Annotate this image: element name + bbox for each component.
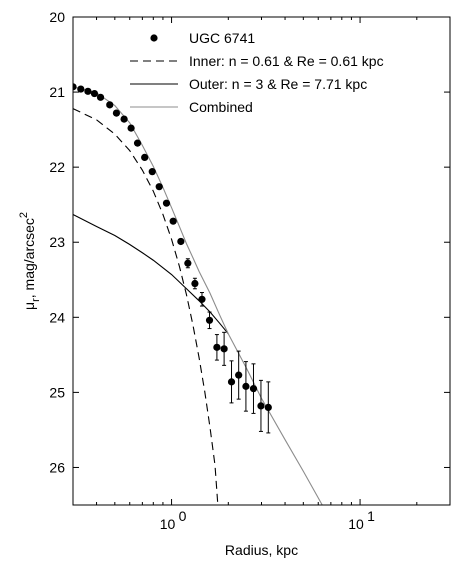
data-point	[264, 403, 272, 411]
data-point	[184, 259, 192, 267]
data-point	[133, 139, 142, 147]
plot-area	[73, 83, 323, 505]
data-point	[220, 345, 228, 353]
y-tick-label: 25	[49, 384, 65, 400]
data-point	[249, 385, 258, 393]
data-point	[235, 371, 243, 379]
legend-entry-label: Outer: n = 3 & Re = 7.71 kpc	[189, 76, 367, 92]
y-tick-label: 21	[49, 84, 65, 100]
data-point	[191, 279, 199, 288]
data-point	[120, 115, 128, 123]
legend-entry-label: UGC 6741	[189, 30, 255, 46]
x-tick-label: 10	[348, 516, 364, 532]
y-tick-label: 24	[49, 309, 65, 325]
y-tick-label: 23	[49, 234, 65, 250]
data-point	[162, 199, 171, 207]
data-point	[177, 237, 185, 246]
data-point	[169, 217, 177, 225]
data-point	[198, 295, 206, 303]
legend-entry-label: Combined	[189, 99, 253, 115]
data-point	[112, 109, 121, 117]
plot-content	[73, 83, 323, 505]
data-point	[213, 343, 221, 351]
data-point	[77, 85, 85, 93]
y-axis-label: μr, mag/arcsec2	[18, 212, 42, 310]
data-point	[127, 124, 135, 132]
data-point	[90, 89, 99, 98]
x-tick-label: 10	[160, 516, 176, 532]
legend-marker-points	[150, 34, 158, 42]
data-point	[84, 87, 92, 95]
data-point	[148, 168, 156, 176]
y-tick-label: 22	[49, 159, 65, 175]
data-point	[205, 316, 214, 324]
data-point	[73, 83, 77, 91]
legend: UGC 6741 Inner: n = 0.61 & Re = 0.61 kpc O…	[130, 30, 384, 115]
y-tick-label: 20	[49, 9, 65, 25]
data-point	[242, 382, 250, 390]
data-point	[257, 402, 265, 410]
series-line-1	[73, 108, 219, 505]
x-tick-exponent: 0	[179, 508, 187, 524]
data-point	[106, 101, 114, 109]
legend-entry-label: Inner: n = 0.61 & Re = 0.61 kpc	[189, 53, 384, 69]
x-tick-exponent: 1	[367, 508, 375, 524]
series-line-2	[73, 213, 229, 335]
svg-text:μr, mag/arcsec2: μr, mag/arcsec2	[18, 212, 42, 310]
y-tick-label: 26	[49, 459, 65, 475]
data-point	[141, 153, 149, 161]
data-point	[96, 93, 105, 101]
series-line-3	[73, 86, 323, 505]
data-point	[155, 183, 163, 191]
data-point	[227, 378, 236, 386]
x-axis-label: Radius, kpc	[225, 542, 298, 558]
